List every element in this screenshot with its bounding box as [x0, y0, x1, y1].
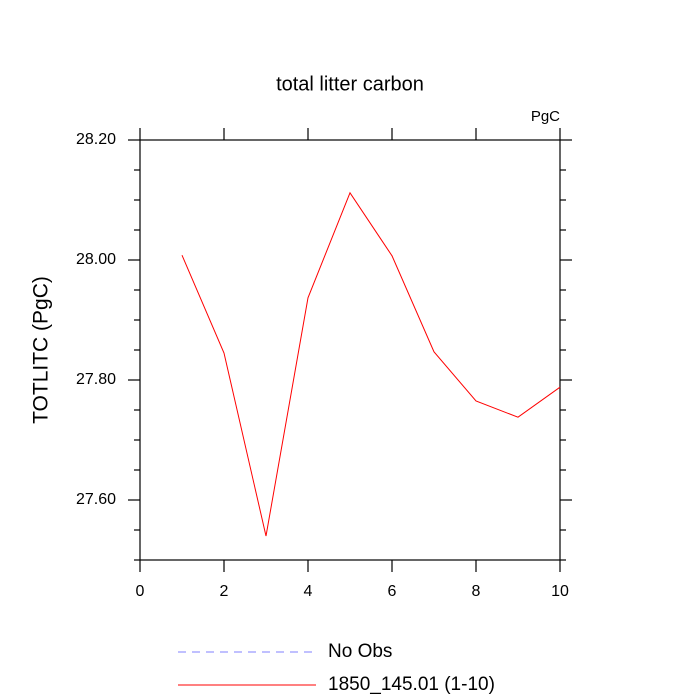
x-tick-label: 8 — [472, 583, 481, 600]
y-tick-label: 28.00 — [76, 251, 116, 268]
y-tick-label: 28.20 — [76, 131, 116, 148]
legend-label: 1850_145.01 (1-10) — [328, 674, 495, 695]
y-tick-label: 27.60 — [76, 491, 116, 508]
x-tick-label: 0 — [136, 583, 145, 600]
y-axis-label: TOTLITC (PgC) — [30, 276, 53, 424]
data-line — [181, 191, 561, 537]
y-tick-label: 27.80 — [76, 371, 116, 388]
chart-title: total litter carbon — [276, 73, 424, 95]
x-tick-label: 4 — [304, 583, 313, 600]
plot-frame — [139, 139, 561, 561]
x-tick-label: 6 — [388, 583, 397, 600]
units-label: PgC — [531, 108, 560, 125]
x-tick-label: 2 — [220, 583, 229, 600]
legend-label: No Obs — [328, 641, 392, 662]
x-tick-label: 10 — [551, 583, 569, 600]
